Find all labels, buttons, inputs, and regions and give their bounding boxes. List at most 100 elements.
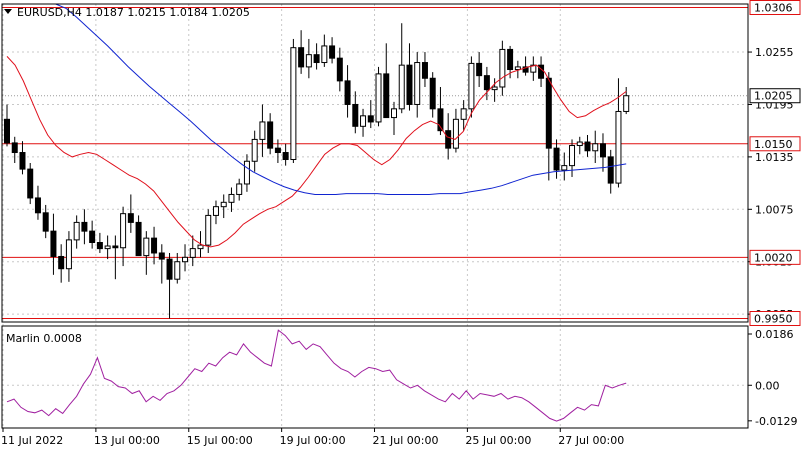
indicator-tick-label: 0.00 [755, 379, 780, 392]
candle-body [65, 239, 72, 270]
indicator-label: Marlin 0.0008 [6, 332, 82, 345]
candle-body [96, 242, 103, 250]
candle-body [507, 48, 514, 71]
candle-body [329, 45, 336, 59]
main-panel-frame [1, 3, 749, 323]
marlin-indicator [6, 329, 627, 422]
candle-body [336, 57, 343, 82]
candle-body [383, 73, 390, 119]
x-tick-label: 19 Jul 00:00 [280, 434, 346, 447]
level-tag-box [749, 136, 801, 152]
candle-body [367, 115, 374, 123]
candle-body [189, 248, 196, 258]
candle-body [584, 141, 591, 152]
candle-body [19, 152, 26, 170]
ma-fast-line [6, 56, 627, 248]
candle-body [298, 47, 305, 68]
candle-body [414, 62, 421, 105]
candle-body [120, 213, 127, 249]
candle-body [499, 48, 506, 88]
candle-body [11, 142, 18, 154]
candle-body [398, 64, 405, 110]
level-tag-label: 1.0306 [754, 1, 793, 14]
candle-body [73, 221, 80, 241]
candle-body [81, 221, 88, 232]
candle-body [58, 255, 65, 270]
candle-body [89, 230, 96, 243]
candle-body [553, 147, 560, 171]
symbol-header: EURUSD,H4 1.0187 1.0215 1.0184 1.0205 [17, 6, 250, 19]
candle-body [530, 64, 537, 73]
candle-body [290, 47, 297, 161]
candle-body [468, 62, 475, 110]
y-tick-label: 1.0255 [755, 46, 794, 59]
candle-body [375, 73, 382, 123]
candle-body [112, 245, 119, 249]
ma-slow-line [35, 3, 627, 195]
candle-body [360, 115, 367, 127]
candle-body [4, 118, 10, 144]
candle-body [251, 138, 258, 162]
candle-body [391, 108, 397, 119]
current-price-label: 1.0205 [754, 90, 793, 103]
level-tag-box [749, 249, 801, 265]
candle-body [452, 118, 459, 149]
candle-body [205, 214, 212, 246]
candle-body [34, 197, 41, 214]
candle-body [569, 145, 576, 167]
candle-body [197, 244, 204, 250]
candle-body [42, 212, 49, 232]
candle-body [243, 160, 250, 185]
candle-body [545, 77, 552, 149]
candle-body [460, 108, 467, 120]
candle-body [352, 103, 359, 127]
candles [4, 23, 630, 319]
y-tick-label: 1.0075 [755, 203, 794, 216]
x-tick-label: 27 Jul 00:00 [558, 434, 624, 447]
x-tick-label: 15 Jul 00:00 [187, 434, 253, 447]
horizontal-levels [2, 6, 748, 320]
candle-body [267, 121, 274, 149]
candle-body [212, 206, 219, 216]
indicator-tick-label: 0.0186 [755, 328, 794, 341]
candle-body [282, 152, 289, 161]
candle-body [220, 201, 227, 208]
level-tag-label: 1.0150 [754, 138, 793, 151]
candle-body [445, 130, 452, 149]
y-tick-label: 1.0135 [755, 151, 794, 164]
candle-body [104, 245, 111, 250]
candle-body [174, 261, 181, 280]
candle-body [437, 108, 444, 132]
candle-body [406, 64, 413, 105]
candle-body [166, 258, 173, 280]
symbol-menu-icon[interactable] [4, 9, 12, 14]
candle-body [158, 252, 165, 260]
candle-body [607, 156, 614, 184]
x-tick-label: 11 Jul 2022 [1, 434, 63, 447]
candle-body [615, 110, 622, 184]
candle-body [127, 213, 134, 223]
candle-body [236, 183, 243, 195]
moving-averages [6, 3, 627, 248]
candle-body [143, 237, 150, 257]
current-price-box [749, 88, 801, 104]
candle-body [421, 62, 428, 79]
level-tag-box [749, 0, 801, 15]
candle-body [576, 141, 583, 147]
x-tick-label: 25 Jul 00:00 [465, 434, 531, 447]
candle-body [491, 86, 498, 91]
candle-body [514, 66, 521, 71]
candle-body [313, 54, 320, 64]
candle-body [321, 45, 328, 64]
candle-body [135, 221, 142, 257]
level-tag-label: 1.0020 [754, 251, 793, 264]
candle-body [522, 66, 529, 73]
candle-body [476, 62, 483, 77]
candle-body [592, 143, 599, 152]
grid [2, 4, 748, 428]
level-tag-label: 0.9950 [754, 313, 793, 326]
candle-body [599, 143, 606, 158]
candle-body [561, 165, 568, 171]
candle-body [27, 168, 34, 199]
